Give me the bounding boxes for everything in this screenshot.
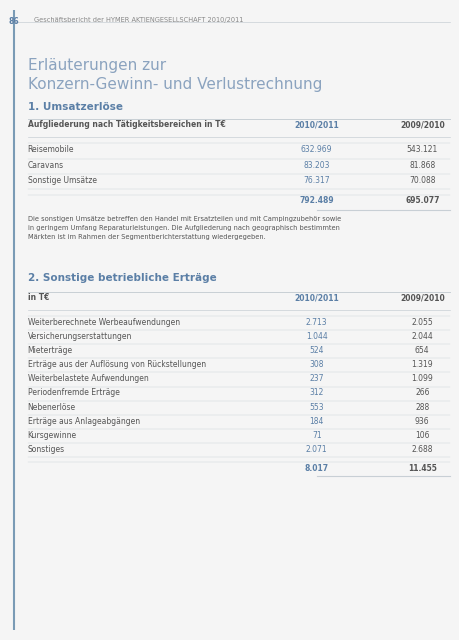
Text: 184: 184 xyxy=(309,417,324,426)
Text: 308: 308 xyxy=(309,360,324,369)
Text: Erläuterungen zur: Erläuterungen zur xyxy=(28,58,166,72)
Text: Weiterbelastete Aufwendungen: Weiterbelastete Aufwendungen xyxy=(28,374,148,383)
Text: 2.071: 2.071 xyxy=(306,445,328,454)
Text: 2.688: 2.688 xyxy=(412,445,433,454)
Text: 288: 288 xyxy=(415,403,430,412)
Text: 81.868: 81.868 xyxy=(409,161,436,170)
Text: Caravans: Caravans xyxy=(28,161,64,170)
Text: 70.088: 70.088 xyxy=(409,176,436,185)
Text: 792.489: 792.489 xyxy=(299,196,334,205)
Text: Konzern-Gewinn- und Verlustrechnung: Konzern-Gewinn- und Verlustrechnung xyxy=(28,77,322,92)
Text: 266: 266 xyxy=(415,388,430,397)
Text: 2010/2011: 2010/2011 xyxy=(294,120,339,129)
Text: 936: 936 xyxy=(415,417,430,426)
Text: 11.455: 11.455 xyxy=(408,464,437,473)
Text: 2010/2011: 2010/2011 xyxy=(294,293,339,302)
Text: 695.077: 695.077 xyxy=(405,196,440,205)
Text: Geschäftsbericht der HYMER AKTIENGESELLSCHAFT 2010/2011: Geschäftsbericht der HYMER AKTIENGESELLS… xyxy=(34,17,244,22)
Text: 553: 553 xyxy=(309,403,324,412)
Text: Mieterträge: Mieterträge xyxy=(28,346,73,355)
Text: Die sonstigen Umsätze betreffen den Handel mit Ersatzteilen und mit Campingzubeh: Die sonstigen Umsätze betreffen den Hand… xyxy=(28,216,341,241)
Text: 83.203: 83.203 xyxy=(303,161,330,170)
Text: 524: 524 xyxy=(309,346,324,355)
Text: 237: 237 xyxy=(309,374,324,383)
Text: 2.055: 2.055 xyxy=(411,318,433,327)
Text: 632.969: 632.969 xyxy=(301,145,332,154)
Text: 8.017: 8.017 xyxy=(305,464,329,473)
Text: 76.317: 76.317 xyxy=(303,176,330,185)
Text: Versicherungserstattungen: Versicherungserstattungen xyxy=(28,332,132,341)
Text: 106: 106 xyxy=(415,431,430,440)
Text: 2.713: 2.713 xyxy=(306,318,328,327)
Text: 654: 654 xyxy=(415,346,430,355)
Text: Periodenfremde Erträge: Periodenfremde Erträge xyxy=(28,388,119,397)
Text: 312: 312 xyxy=(309,388,324,397)
Text: 71: 71 xyxy=(312,431,321,440)
Text: 2009/2010: 2009/2010 xyxy=(400,120,445,129)
Text: in T€: in T€ xyxy=(28,293,49,302)
Text: 1.044: 1.044 xyxy=(306,332,328,341)
Text: Erträge aus der Auflösung von Rückstellungen: Erträge aus der Auflösung von Rückstellu… xyxy=(28,360,206,369)
Text: 1.319: 1.319 xyxy=(411,360,433,369)
Text: 543.121: 543.121 xyxy=(407,145,438,154)
Text: 2.044: 2.044 xyxy=(411,332,433,341)
Text: Weiterberechnete Werbeaufwendungen: Weiterberechnete Werbeaufwendungen xyxy=(28,318,179,327)
Text: 2. Sonstige betriebliche Erträge: 2. Sonstige betriebliche Erträge xyxy=(28,273,216,283)
Text: Sonstiges: Sonstiges xyxy=(28,445,65,454)
Text: 1.099: 1.099 xyxy=(411,374,433,383)
Text: 86: 86 xyxy=(8,17,19,26)
Text: Sonstige Umsätze: Sonstige Umsätze xyxy=(28,176,96,185)
Text: Nebenerlöse: Nebenerlöse xyxy=(28,403,76,412)
Text: Aufgliederung nach Tätigkeitsbereichen in T€: Aufgliederung nach Tätigkeitsbereichen i… xyxy=(28,120,225,129)
Text: Kursgewinne: Kursgewinne xyxy=(28,431,77,440)
Text: Reisemobile: Reisemobile xyxy=(28,145,74,154)
Text: Erträge aus Anlageabgängen: Erträge aus Anlageabgängen xyxy=(28,417,140,426)
Text: 2009/2010: 2009/2010 xyxy=(400,293,445,302)
Text: 1. Umsatzerlöse: 1. Umsatzerlöse xyxy=(28,102,123,113)
